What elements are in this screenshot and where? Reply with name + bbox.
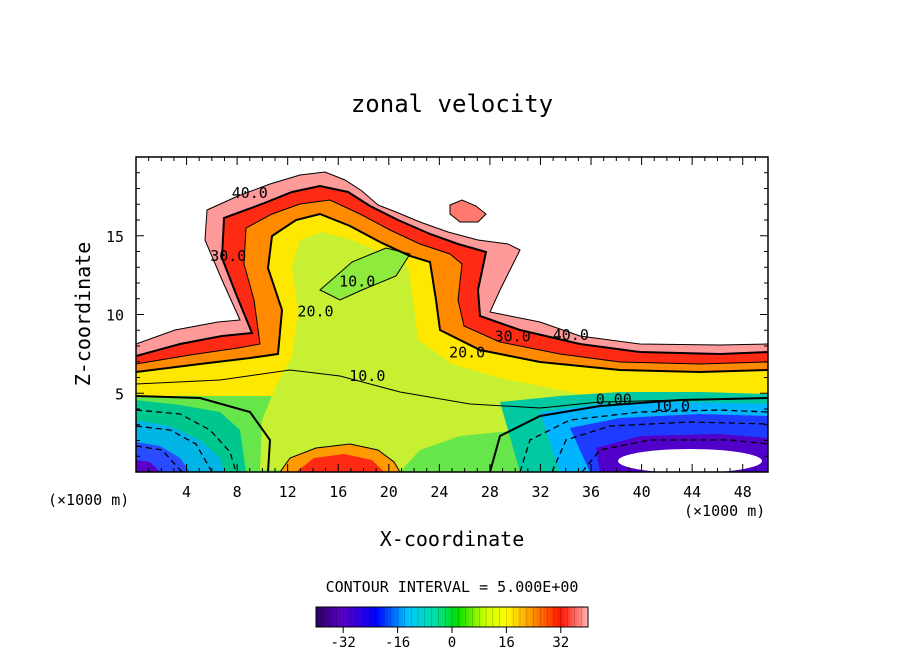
contour-neg-5-right bbox=[519, 409, 768, 472]
colorbar-stripes bbox=[322, 607, 582, 627]
contour-label-text: 40.0 bbox=[232, 184, 268, 202]
colorbar-tick-label: 16 bbox=[498, 635, 515, 651]
contour-blob bbox=[449, 199, 487, 223]
contour-30 bbox=[136, 184, 768, 357]
x-tick-label: 4 bbox=[182, 483, 191, 501]
contour-label-text: 40.0 bbox=[553, 326, 589, 344]
core-green-lobe bbox=[320, 248, 410, 300]
contour-label: 20.0 bbox=[449, 343, 485, 361]
negative-contours bbox=[136, 409, 768, 472]
x-tick-label: 28 bbox=[481, 483, 499, 501]
contour-labels: 40.0 30.0 20.0 10.0 20.0 30.0 40.0 10.0 0.00 10.0 bbox=[210, 184, 690, 415]
x-unit-left: (×1000 m) bbox=[48, 491, 129, 509]
contour-label: 0.00 bbox=[596, 391, 632, 409]
y-tick-label: 15 bbox=[106, 228, 124, 246]
contour-field bbox=[136, 157, 768, 472]
colorbar-tick-label: 0 bbox=[448, 635, 456, 651]
contour-label: 40.0 bbox=[232, 184, 268, 202]
contour-0 bbox=[136, 395, 272, 472]
x-unit-right: (×1000 m) bbox=[684, 502, 765, 520]
x-axis-title: X-coordinate bbox=[380, 527, 525, 551]
x-tick-label: 20 bbox=[380, 483, 398, 501]
contour-10-inner bbox=[319, 247, 411, 301]
x-tick-label: 8 bbox=[233, 483, 242, 501]
contour-label-text: 30.0 bbox=[210, 247, 246, 265]
contour-label: 30.0 bbox=[495, 328, 531, 346]
y-axis-title: Z-coordinate bbox=[71, 242, 95, 387]
contour-label-text: 30.0 bbox=[495, 328, 531, 346]
contour-label: 40.0 bbox=[553, 326, 589, 344]
x-tick-label: 40 bbox=[633, 483, 651, 501]
colorbar-tick-label: -16 bbox=[385, 635, 410, 651]
contour-label-text: 20.0 bbox=[297, 302, 333, 320]
y-tick-label: 5 bbox=[115, 385, 124, 403]
contour-label: 10.0 bbox=[349, 367, 385, 385]
colorbar: -32 -16 0 16 32 bbox=[315, 606, 589, 651]
contour-0-right bbox=[489, 397, 768, 472]
contour-label-text: 10.0 bbox=[654, 397, 690, 415]
x-tick-label: 32 bbox=[531, 483, 549, 501]
y-axis-ticks: 5 10 15 bbox=[106, 172, 768, 457]
contour-label-text: 10.0 bbox=[339, 272, 375, 290]
contour-20 bbox=[136, 199, 768, 365]
x-tick-label: 12 bbox=[279, 483, 297, 501]
contour-label: 20.0 bbox=[297, 302, 333, 320]
x-tick-label: 44 bbox=[683, 483, 701, 501]
contour-lines bbox=[136, 171, 768, 472]
contour-label-text: 0.00 bbox=[596, 391, 632, 409]
contour-10-lower bbox=[136, 369, 768, 409]
x-axis-ticks: 4 8 12 16 20 24 28 32 36 40 44 48 bbox=[148, 157, 756, 501]
contour-hot-spot bbox=[279, 443, 401, 472]
contour-10 bbox=[136, 212, 768, 374]
contour-label-text: 20.0 bbox=[449, 343, 485, 361]
chart-title: zonal velocity bbox=[351, 90, 553, 118]
contour-neg-5-left bbox=[136, 409, 237, 472]
contour-label-text: 10.0 bbox=[349, 367, 385, 385]
colorbar-ticks: -32 -16 0 16 32 bbox=[331, 627, 569, 651]
lower-right-white-pocket bbox=[618, 449, 762, 472]
contour-neg-10-right bbox=[551, 421, 768, 472]
lower-left-negative-min2 bbox=[136, 460, 160, 472]
upper-isolated-blob bbox=[450, 200, 486, 222]
colorbar-tick-label: -32 bbox=[331, 635, 356, 651]
contour-label: 30.0 bbox=[210, 247, 246, 265]
x-tick-label: 48 bbox=[734, 483, 752, 501]
lower-center-hot-core bbox=[296, 454, 384, 472]
y-tick-label: 10 bbox=[106, 307, 124, 325]
x-tick-label: 24 bbox=[430, 483, 448, 501]
contour-neg-15-right bbox=[581, 439, 768, 472]
colorbar-tick-label: 32 bbox=[552, 635, 569, 651]
x-tick-label: 16 bbox=[329, 483, 347, 501]
contour-label: 10.0 bbox=[339, 272, 375, 290]
contour-interval-text: CONTOUR INTERVAL = 5.000E+00 bbox=[326, 578, 579, 596]
x-tick-label: 36 bbox=[582, 483, 600, 501]
contour-label: 10.0 bbox=[654, 397, 690, 415]
contour-40 bbox=[136, 171, 768, 346]
